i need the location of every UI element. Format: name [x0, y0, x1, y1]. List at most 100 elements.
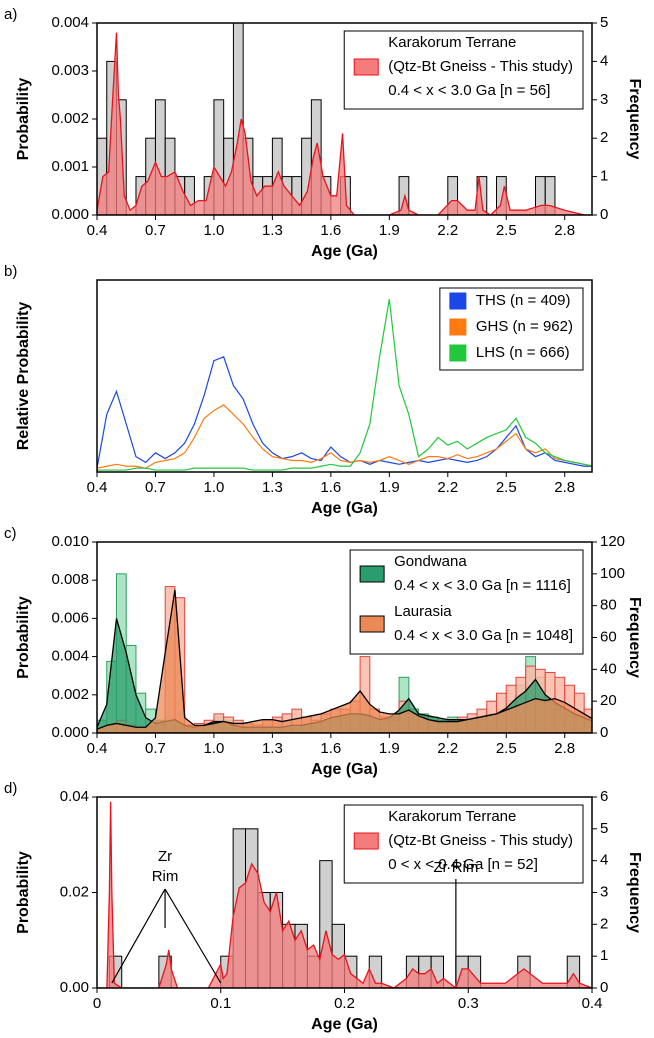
x-tick-label: 1.9: [379, 222, 400, 239]
y-tick-label: 0.004: [51, 14, 89, 31]
y2-tick-label: 0: [600, 206, 608, 223]
y-tick-label: 0.000: [51, 724, 89, 741]
histogram-bar: [447, 176, 459, 215]
line: [97, 299, 592, 471]
y2-axis-label: Frequency: [626, 79, 643, 160]
x-tick-label: 1.6: [320, 479, 341, 496]
x-tick-label: 2.2: [437, 222, 458, 239]
y-tick-label: 0.000: [51, 206, 89, 223]
legend-swatch: [449, 318, 467, 336]
panel-label: a): [4, 6, 17, 23]
y2-tick-label: 0: [600, 724, 608, 741]
legend: Karakorum Terrane (Qtz-Bt Gneiss - This s…: [343, 30, 584, 110]
y2-tick-label: 0: [600, 979, 608, 996]
legend-label: GHS (n = 962): [476, 318, 573, 335]
x-axis-label: Age (Ga): [311, 500, 378, 517]
histogram-bar: [544, 176, 556, 215]
legend-label: 0 < x < 0.4 Ga [n = 52]: [388, 856, 538, 873]
panel-label: b): [4, 263, 17, 280]
y-tick-label: 0.003: [51, 62, 89, 79]
y2-tick-label: 120: [600, 533, 625, 550]
y-tick-label: 0.010: [51, 533, 89, 550]
y-axis-label: Relative Probability: [15, 302, 32, 451]
kde-area: [97, 801, 592, 988]
x-tick-label: 1.0: [203, 740, 224, 757]
y2-tick-label: 3: [600, 91, 608, 108]
annotation: Zr Rim: [433, 859, 478, 876]
y2-tick-label: 5: [600, 14, 608, 31]
annotation-pointer: [111, 888, 166, 984]
x-tick-label: 1.3: [262, 740, 283, 757]
y2-tick-label: 5: [600, 820, 608, 837]
legend-label: Karakorum Terrane: [388, 808, 516, 825]
legend-label: (Qtz-Bt Gneiss - This study): [388, 832, 573, 849]
legend: Karakorum Terrane (Qtz-Bt Gneiss - This s…: [343, 804, 584, 884]
y2-tick-label: 100: [600, 565, 625, 582]
x-tick-label: 2.5: [496, 740, 517, 757]
x-axis-label: Age (Ga): [311, 1016, 378, 1033]
y-tick-label: 0.004: [51, 648, 89, 665]
plot-area: [97, 22, 592, 215]
y2-tick-label: 1: [600, 947, 608, 964]
x-tick-label: 1.3: [262, 222, 283, 239]
x-tick-label: 0.3: [458, 995, 479, 1012]
legend-label: Gondwana: [394, 553, 467, 570]
legend-swatch: [359, 565, 385, 583]
annotation-pointer: [164, 888, 222, 984]
y-tick-label: 0.02: [60, 883, 89, 900]
line: [97, 404, 592, 469]
legend-box: [349, 549, 584, 655]
x-tick-label: 0.4: [582, 995, 603, 1012]
legend: Gondwana 0.4 < x < 3.0 Ga [n = 1116] Laura…: [349, 549, 584, 655]
x-tick-label: 0.7: [145, 740, 166, 757]
x-tick-label: 2.5: [496, 479, 517, 496]
y2-tick-label: 80: [600, 597, 617, 614]
legend-label: 0.4 < x < 3.0 Ga [n = 1116]: [394, 577, 571, 594]
legend-label: THS (n = 409): [476, 292, 571, 309]
x-tick-label: 1.9: [379, 740, 400, 757]
legend-label: 0.4 < x < 3.0 Ga [n = 1048]: [394, 627, 573, 644]
legend-label: 0.4 < x < 3.0 Ga [n = 56]: [388, 82, 550, 99]
kde-area: [97, 32, 592, 215]
y2-tick-label: 1: [600, 168, 608, 185]
panel-label: c): [4, 525, 17, 542]
x-tick-label: 1.6: [320, 740, 341, 757]
x-tick-label: 0.7: [145, 479, 166, 496]
y-tick-label: 0.008: [51, 571, 89, 588]
legend-label: Laurasia: [394, 603, 452, 620]
y-axis-label: Probability: [15, 78, 32, 161]
line: [97, 356, 592, 469]
legend-swatch: [449, 344, 467, 362]
plot-area: [97, 801, 592, 988]
legend-swatch: [359, 615, 385, 633]
y-tick-label: 0.002: [51, 686, 89, 703]
x-tick-label: 1.6: [320, 222, 341, 239]
x-tick-label: 2.2: [437, 479, 458, 496]
y-axis-label: Probability: [15, 851, 32, 934]
y2-tick-label: 60: [600, 628, 617, 645]
y2-axis-label: Frequency: [626, 597, 643, 678]
y-tick-label: 0.002: [51, 110, 89, 127]
x-tick-label: 2.5: [496, 222, 517, 239]
x-tick-label: 0.1: [210, 995, 231, 1012]
x-axis-label: Age (Ga): [311, 243, 378, 260]
legend-box: [343, 804, 584, 884]
y-tick-label: 0.00: [60, 979, 89, 996]
legend-label: Karakorum Terrane: [388, 34, 516, 51]
x-tick-label: 2.8: [554, 740, 575, 757]
histogram-bar: [398, 176, 410, 215]
y-tick-label: 0.006: [51, 609, 89, 626]
y2-axis-label: Frequency: [626, 852, 643, 933]
y2-tick-label: 40: [600, 660, 617, 677]
y2-tick-label: 2: [600, 915, 608, 932]
y-tick-label: 0.001: [51, 158, 89, 175]
x-tick-label: 0.4: [87, 740, 108, 757]
x-tick-label: 0.4: [87, 479, 108, 496]
panel-label: d): [4, 780, 17, 797]
x-tick-label: 1.0: [203, 479, 224, 496]
legend-label: (Qtz-Bt Gneiss - This study): [388, 58, 573, 75]
y2-tick-label: 3: [600, 883, 608, 900]
x-tick-label: 1.3: [262, 479, 283, 496]
